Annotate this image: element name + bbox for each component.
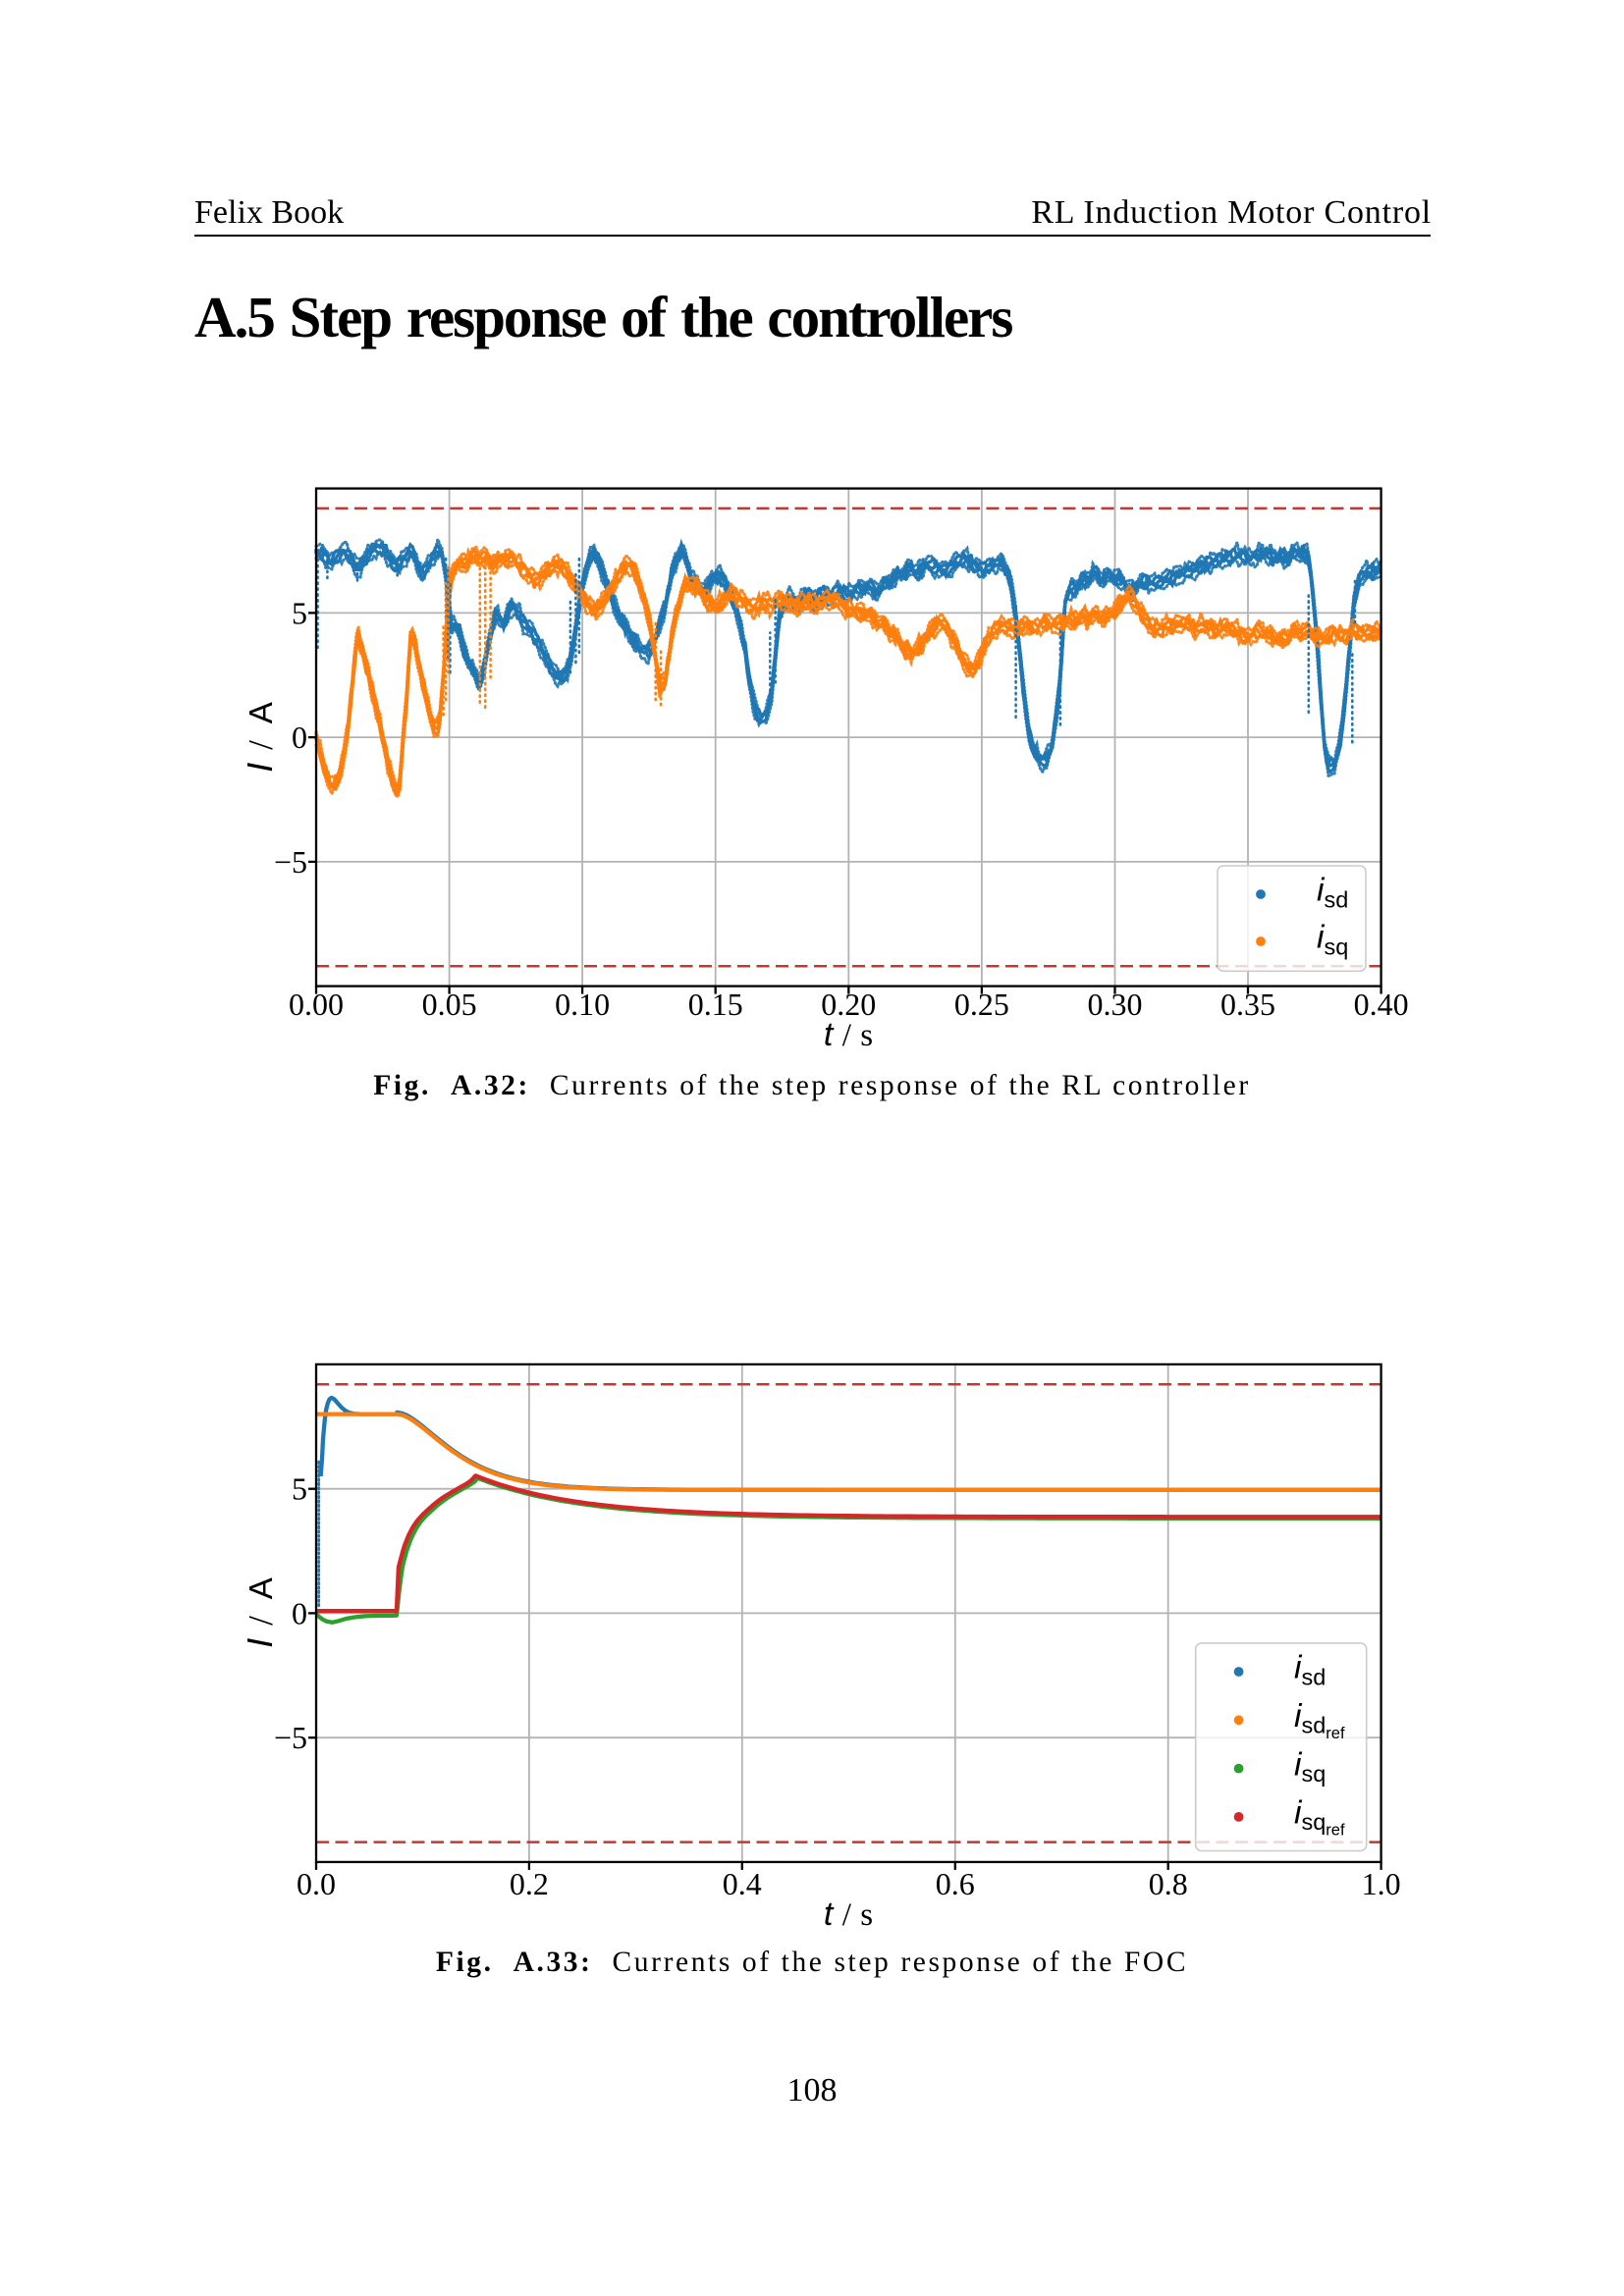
svg-text:t / s: t / s: [824, 1016, 873, 1053]
svg-text:0.15: 0.15: [688, 987, 743, 1022]
svg-text:0.40: 0.40: [1354, 987, 1409, 1022]
svg-text:5: 5: [292, 595, 307, 630]
svg-text:0.6: 0.6: [936, 1866, 975, 1901]
svg-text:0.20: 0.20: [821, 987, 876, 1022]
svg-text:0.0: 0.0: [297, 1866, 336, 1901]
svg-text:0.10: 0.10: [555, 987, 610, 1022]
svg-text:0: 0: [292, 720, 307, 755]
svg-text:0.4: 0.4: [723, 1866, 762, 1901]
svg-text:0.25: 0.25: [954, 987, 1009, 1022]
svg-text:0.2: 0.2: [510, 1866, 549, 1901]
svg-text:0.00: 0.00: [289, 987, 344, 1022]
svg-text:0: 0: [292, 1595, 307, 1630]
svg-text:0.30: 0.30: [1088, 987, 1143, 1022]
svg-text:0.05: 0.05: [422, 987, 477, 1022]
svg-text:I / A: I / A: [240, 702, 280, 773]
svg-text:0.8: 0.8: [1149, 1866, 1188, 1901]
svg-text:0.35: 0.35: [1220, 987, 1275, 1022]
svg-text:t / s: t / s: [824, 1896, 873, 1933]
svg-text:I / A: I / A: [240, 1577, 280, 1648]
svg-text:−5: −5: [274, 1720, 307, 1755]
svg-text:1.0: 1.0: [1362, 1866, 1401, 1901]
svg-text:5: 5: [292, 1471, 307, 1507]
svg-text:−5: −5: [274, 844, 307, 880]
